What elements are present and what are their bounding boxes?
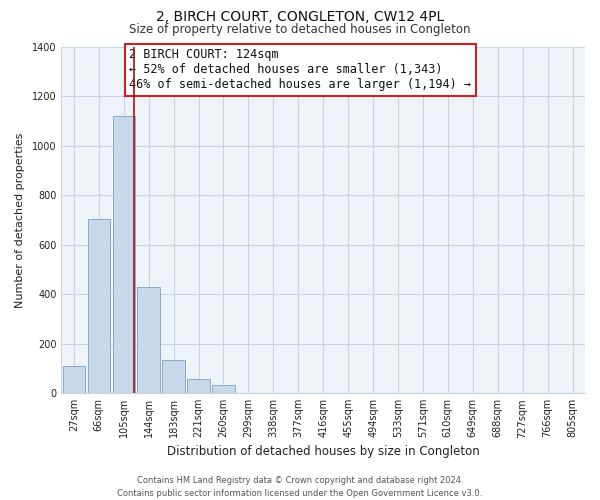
Bar	[88, 218, 110, 393]
X-axis label: Distribution of detached houses by size in Congleton: Distribution of detached houses by size …	[167, 444, 479, 458]
Y-axis label: Number of detached properties: Number of detached properties	[15, 132, 25, 308]
Bar	[187, 379, 210, 393]
Bar	[212, 385, 235, 393]
Bar	[163, 360, 185, 393]
Text: 2, BIRCH COURT, CONGLETON, CW12 4PL: 2, BIRCH COURT, CONGLETON, CW12 4PL	[156, 10, 444, 24]
Text: Size of property relative to detached houses in Congleton: Size of property relative to detached ho…	[129, 22, 471, 36]
Bar	[62, 366, 85, 393]
Text: 2 BIRCH COURT: 124sqm
← 52% of detached houses are smaller (1,343)
46% of semi-d: 2 BIRCH COURT: 124sqm ← 52% of detached …	[130, 48, 472, 91]
Bar	[113, 116, 135, 393]
Text: Contains HM Land Registry data © Crown copyright and database right 2024.
Contai: Contains HM Land Registry data © Crown c…	[118, 476, 482, 498]
Bar	[137, 286, 160, 393]
